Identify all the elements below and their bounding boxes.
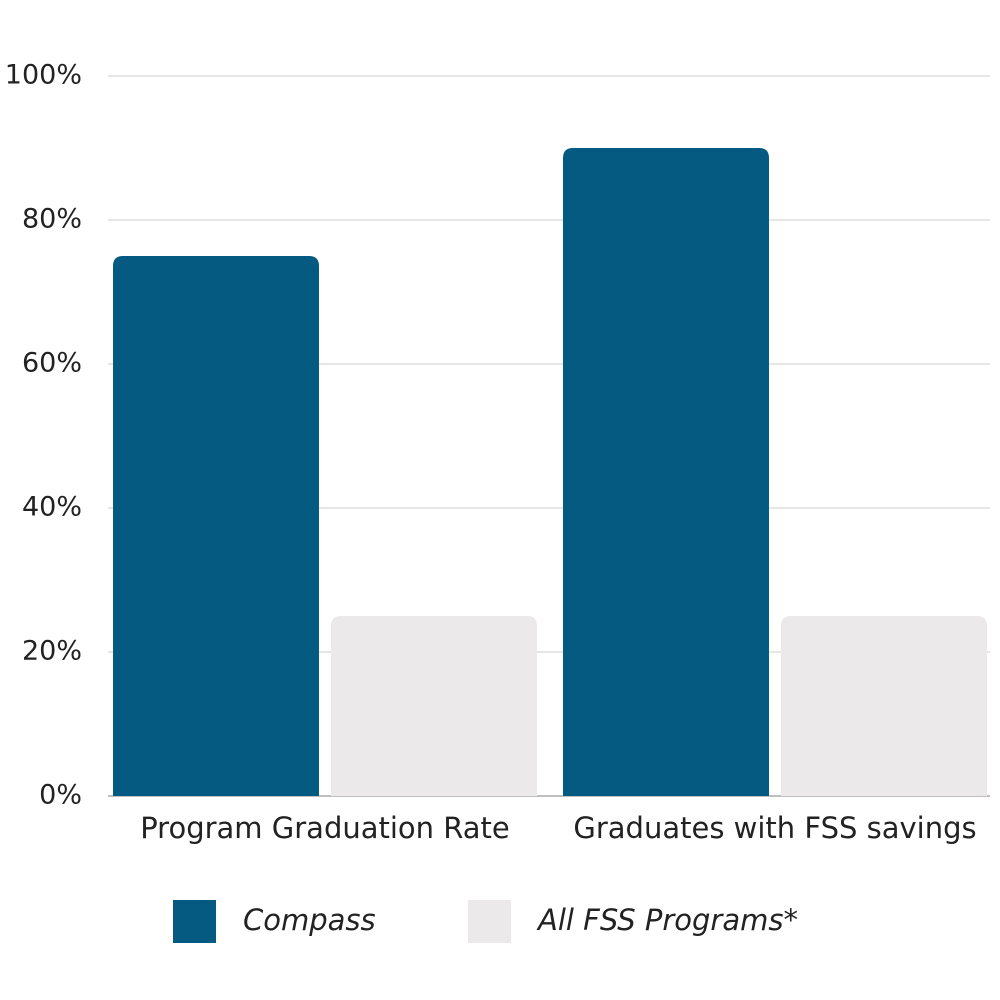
x-tick-label: Graduates with FSS savings <box>573 811 976 845</box>
bar <box>113 256 319 796</box>
legend-swatch <box>173 900 216 943</box>
legend-swatch <box>468 900 511 943</box>
y-tick-label: 60% <box>22 348 82 379</box>
y-tick-label: 0% <box>39 780 82 811</box>
bar <box>331 616 537 796</box>
y-tick-label: 20% <box>22 636 82 667</box>
y-tick-label: 100% <box>5 60 82 91</box>
bar <box>563 148 769 796</box>
bar <box>781 616 987 796</box>
legend-label: Compass <box>243 903 376 937</box>
x-tick-label: Program Graduation Rate <box>140 811 510 845</box>
y-tick-label: 40% <box>22 492 82 523</box>
y-tick-label: 80% <box>22 204 82 235</box>
legend-label: All FSS Programs* <box>536 903 798 937</box>
